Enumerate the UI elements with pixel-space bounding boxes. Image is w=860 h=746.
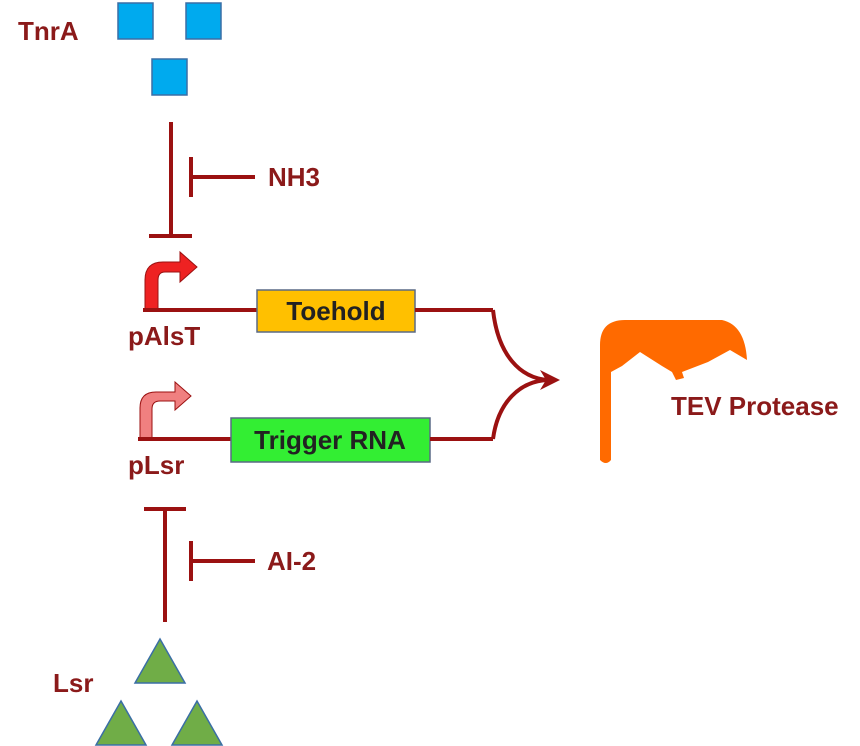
- nh3-label: NH3: [268, 162, 320, 192]
- lsr-triangle-1: [133, 637, 187, 684]
- toehold-box: [256, 289, 416, 333]
- tnra-square-3: [151, 58, 188, 96]
- plsr-label: pLsr: [128, 450, 184, 480]
- trigger-converge-curve: [491, 378, 549, 440]
- ai2-label: AI-2: [267, 546, 316, 576]
- tnra-label: TnrA: [18, 16, 79, 46]
- trigger-rna-box: [230, 417, 431, 463]
- tev-protease-shape: [600, 320, 747, 463]
- palst-label: pAlsT: [128, 321, 200, 351]
- tnra-square-1: [117, 2, 154, 40]
- lsr-triangle-3: [170, 699, 224, 746]
- tev-label: TEV Protease: [671, 391, 839, 421]
- trigger-rna-label: Trigger RNA: [254, 425, 406, 455]
- toehold-converge-curve: [491, 309, 549, 382]
- plsr-promoter-arrow-icon: [139, 380, 192, 440]
- palst-promoter-arrow-icon: [144, 250, 198, 311]
- converge-arrowhead: [540, 370, 560, 390]
- toehold-label: Toehold: [286, 296, 385, 326]
- lsr-triangle-2: [94, 699, 148, 746]
- tnra-square-2: [185, 2, 222, 40]
- lsr-label: Lsr: [53, 668, 93, 698]
